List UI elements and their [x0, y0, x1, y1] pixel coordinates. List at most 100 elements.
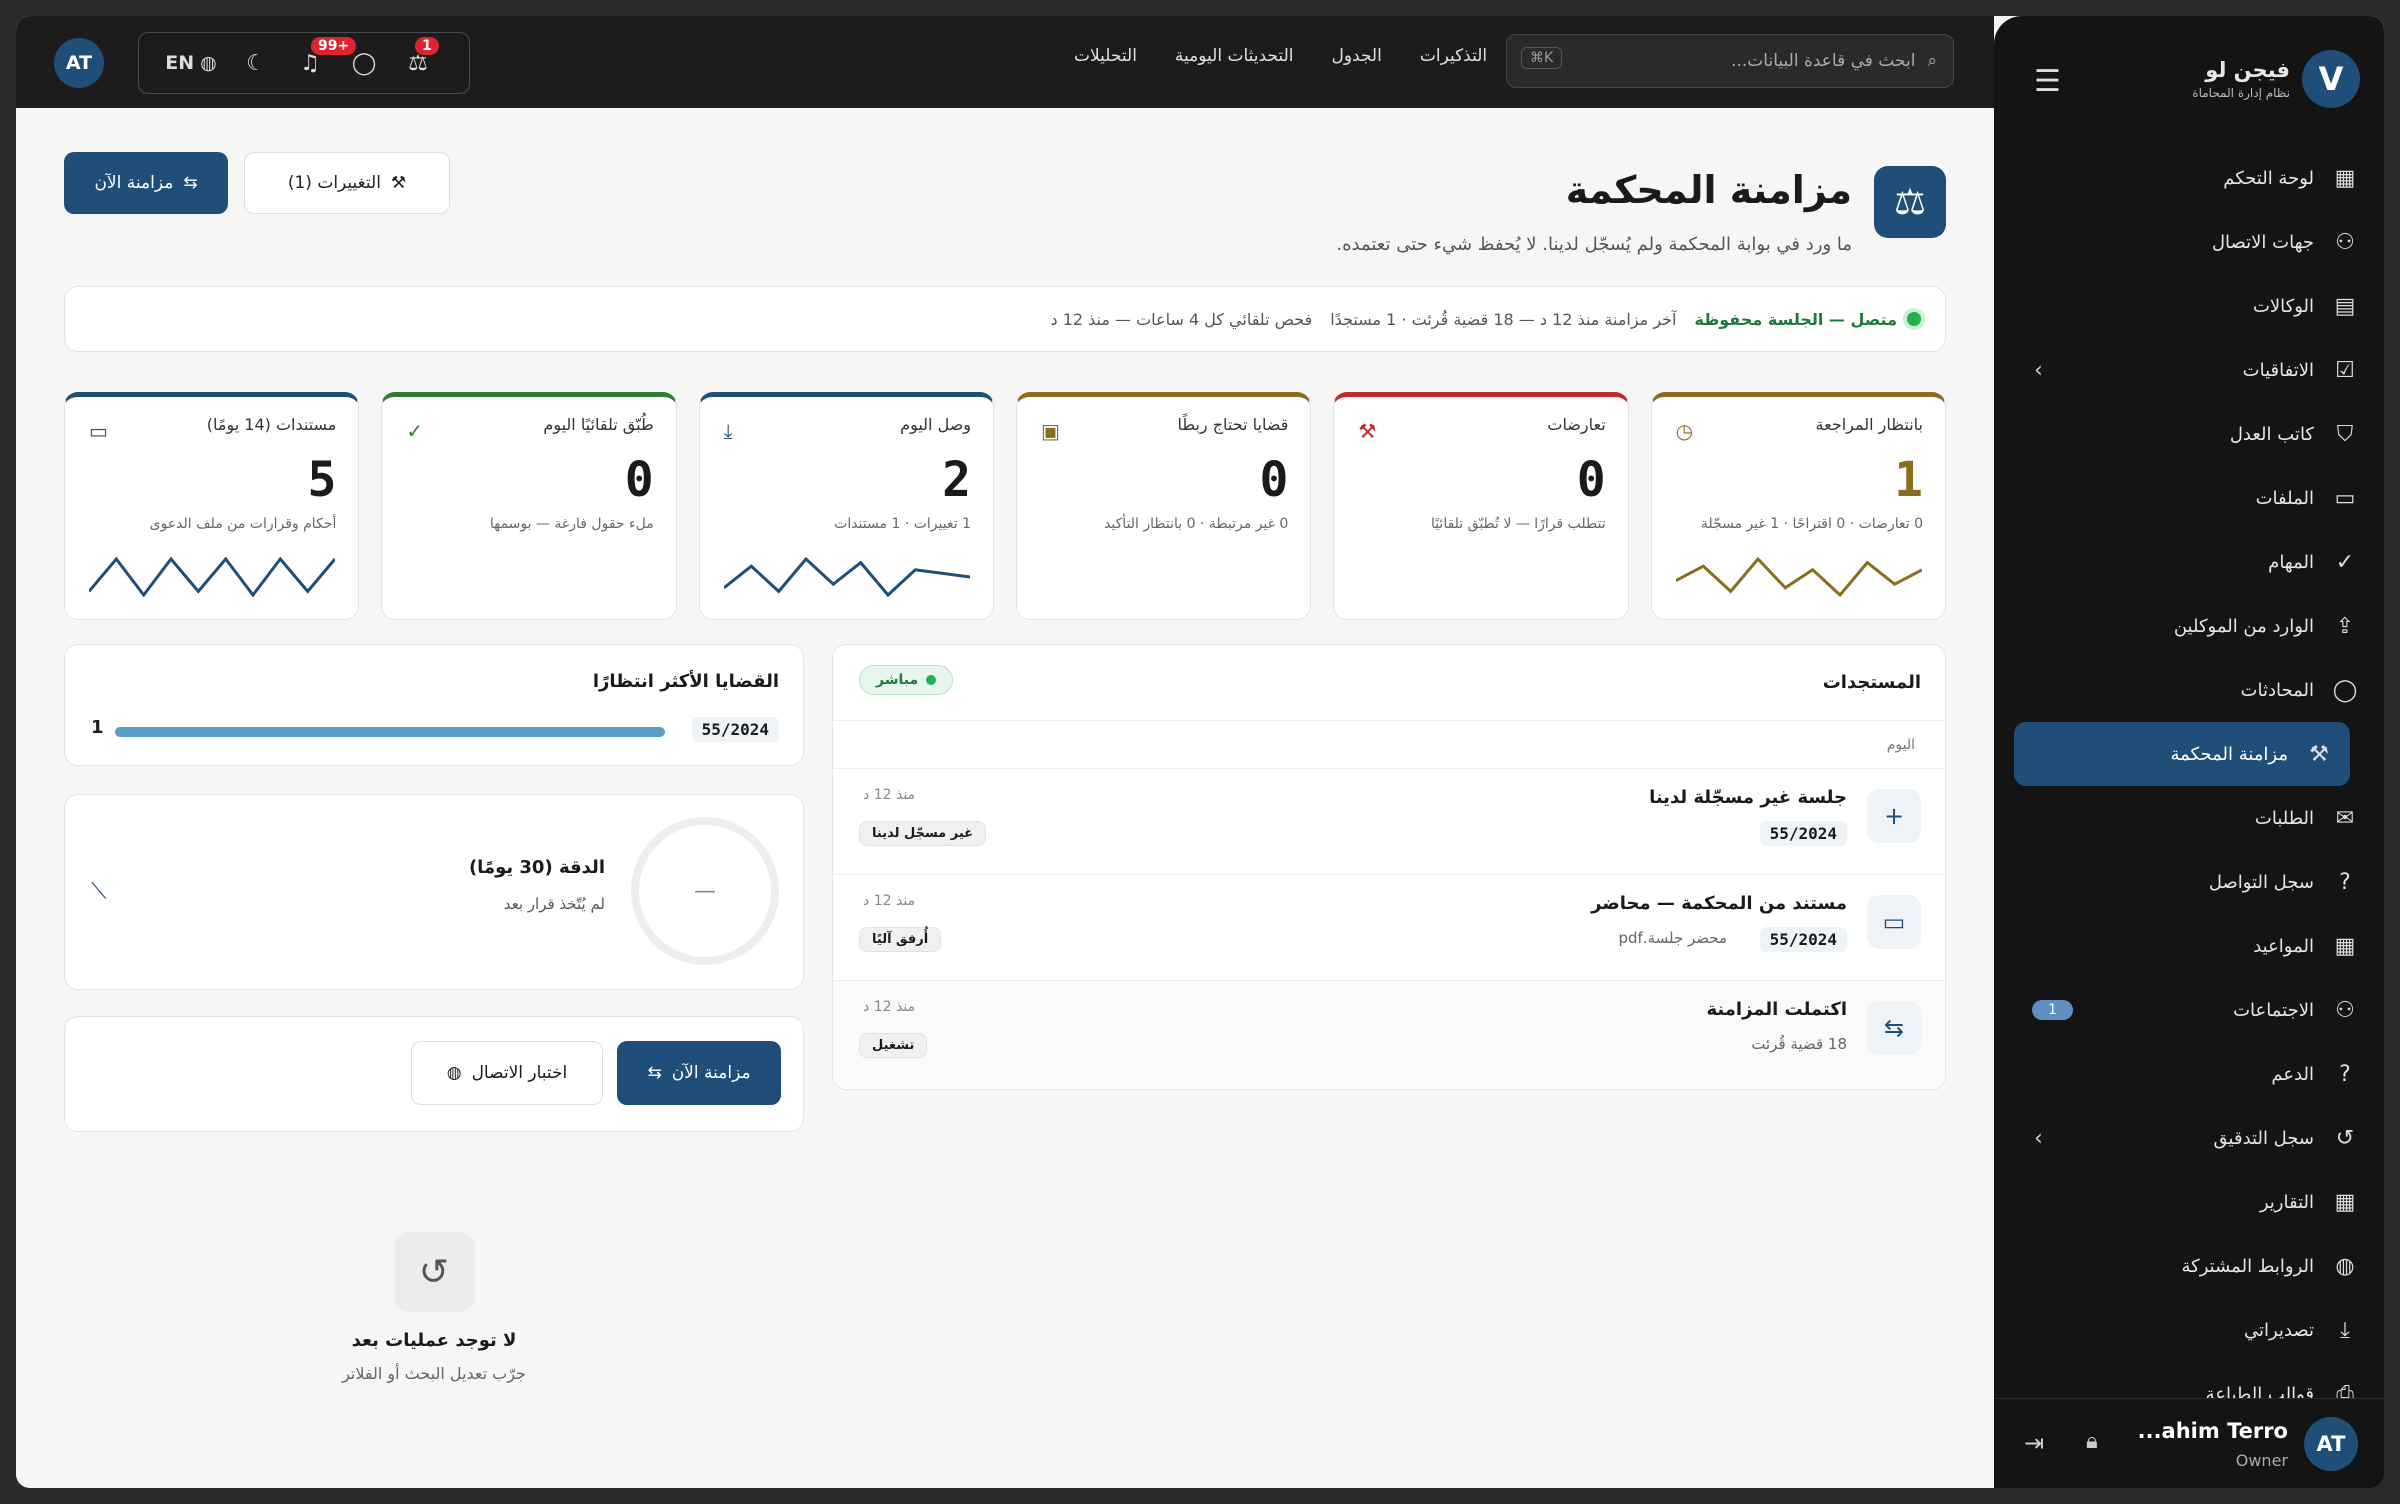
nav-analytics[interactable]: التحليلات: [1074, 46, 1137, 66]
lock-icon[interactable]: 🔒︎: [2086, 1429, 2098, 1454]
sidebar-item[interactable]: الدعم?: [1994, 1042, 2384, 1106]
auto-check-text: فحص تلقائي كل 4 ساعات — منذ 12 د: [1050, 309, 1313, 329]
sidebar-item[interactable]: المحادثات ◯: [1994, 658, 2384, 722]
feed-item[interactable]: ▭ مستند من المحكمة — محاضر منذ 12 د أُرفق آ…: [833, 875, 1945, 981]
case-number[interactable]: 55/2024: [691, 717, 779, 742]
sidebar-item-label: الوارد من الموكلين: [2173, 615, 2314, 637]
sidebar-item[interactable]: الاتفاقيات ☑ ‹: [1994, 338, 2384, 402]
stat-card[interactable]: مستندات (14 يومًا) ▭ 5 أحكام وقرارات من ملف…: [64, 392, 360, 620]
sidebar-item[interactable]: الوكالات ▤: [1994, 274, 2384, 338]
sync-now-button-secondary[interactable]: مزامنة الآن ⇆: [617, 1041, 781, 1105]
calendar-icon: ▦: [2334, 933, 2356, 959]
briefcase-icon: ▣: [1041, 419, 1060, 443]
app-window: AT EN ◍ ☾ ♫ 99+ ◯ ⚖ 1 التذكيرات الجدول التح…: [16, 16, 2384, 1488]
sidebar-item[interactable]: التقارير ▦: [1994, 1170, 2384, 1234]
sync-now-label: مزامنة الآن: [94, 173, 174, 193]
sidebar-item[interactable]: الاجتماعات ⚇ 1: [1994, 978, 2384, 1042]
avatar[interactable]: AT: [54, 38, 104, 88]
user-panel: ⇥ 🔒︎ ...ahim Terro Owner AT: [1994, 1398, 2384, 1488]
notifications-button[interactable]: ♫ 99+: [283, 37, 357, 83]
folder-icon: ▭: [2334, 485, 2356, 511]
logo: V: [2302, 50, 2360, 108]
sidebar-item[interactable]: مزامنة المحكمة ⚒: [2014, 722, 2350, 786]
clock-icon: ◷: [1675, 419, 1694, 443]
stats-row: بانتظار المراجعة ◷ 1 0 تعارضات · 0 اقتراحًا…: [64, 392, 1946, 620]
sidebar-item[interactable]: سجل التدقيق ↺ ‹: [1994, 1106, 2384, 1170]
top-nav: التذكيرات الجدول التحديثات اليومية التحل…: [1074, 46, 1487, 66]
stat-card[interactable]: وصل اليوم ⤓ 2 1 تغييرات · 1 مستندات: [698, 392, 995, 620]
feed-item[interactable]: ⇆ اكتملت المزامنة منذ 12 د تشغيل 18 قضية قُر…: [833, 981, 1945, 1087]
stat-card[interactable]: بانتظار المراجعة ◷ 1 0 تعارضات · 0 اقتراحًا…: [1650, 392, 1946, 620]
sidebar-item[interactable]: المهام ✓: [1994, 530, 2384, 594]
nav-daily-updates[interactable]: التحديثات اليومية: [1174, 46, 1294, 66]
sidebar-item[interactable]: الملفات ▭: [1994, 466, 2384, 530]
sidebar-item-label: الوكالات: [2252, 295, 2314, 317]
stat-card[interactable]: طُبّق تلقائيًا اليوم ✓ 0 ملء حقول فارغة — ب…: [381, 392, 677, 620]
user-role: Owner: [2235, 1451, 2288, 1470]
actions-panel: مزامنة الآن ⇆ اختبار الاتصال ◍: [64, 1016, 804, 1132]
brand-subtitle: نظام إدارة المحاماة: [2192, 86, 2290, 100]
sidebar-item[interactable]: جهات الاتصال ⚇: [1994, 210, 2384, 274]
pending-bar: [115, 727, 665, 737]
nav-reminders[interactable]: التذكيرات: [1419, 46, 1488, 66]
sparkline: [723, 557, 970, 597]
sidebar-item[interactable]: كاتب العدل ⛉: [1994, 402, 2384, 466]
sidebar-item[interactable]: المواعيد ▦: [1994, 914, 2384, 978]
sidebar-item[interactable]: الروابط المشتركة ◍: [1994, 1234, 2384, 1298]
sidebar-item-label: سجل التدقيق: [2213, 1127, 2314, 1149]
sidebar-item-label: الطلبات: [2254, 807, 2314, 829]
notification-badge: 99+: [311, 37, 357, 55]
shortcut-hint: K⌘: [1521, 47, 1563, 69]
folder-icon: ▭: [1867, 895, 1921, 949]
user-avatar[interactable]: AT: [2304, 1417, 2358, 1471]
sidebar-item[interactable]: لوحة التحكم ▦: [1994, 146, 2384, 210]
language-button[interactable]: EN ◍: [153, 43, 229, 83]
sidebar-nav: لوحة التحكم ▦ جهات الاتصال ⚇ الوكالات ▤ الاتفا…: [1994, 146, 2384, 1426]
messages-button[interactable]: ◯: [337, 43, 391, 83]
feed-title: المستجدات: [1822, 672, 1921, 693]
sidebar-item-label: الاتفاقيات: [2242, 359, 2314, 381]
history-icon: ↺: [2335, 1125, 2355, 1151]
feed-item-tag: تشغيل: [859, 1033, 928, 1058]
chevron-left-icon[interactable]: ‹: [2034, 1125, 2043, 1151]
sidebar-item-label: الملفات: [2255, 487, 2314, 509]
stat-value: 5: [307, 452, 337, 508]
feed-item[interactable]: + جلسة غير مسجّلة لدينا منذ 12 د غير مسجّل …: [833, 769, 1945, 875]
download-icon: ⤓: [2340, 1317, 2350, 1343]
logout-icon[interactable]: ⇥: [2024, 1429, 2045, 1457]
live-label: مباشر: [876, 672, 919, 688]
globe-icon: ◍: [2335, 1253, 2355, 1279]
moon-icon: ☾: [246, 50, 266, 76]
sidebar-item[interactable]: الطلبات ✉: [1994, 786, 2384, 850]
sidebar-item-label: المهام: [2268, 551, 2314, 573]
chevron-left-icon[interactable]: ‹: [2034, 357, 2043, 383]
last-sync-text: آخر مزامنة منذ 12 د — 18 قضية قُرئت · 1 …: [1330, 309, 1677, 329]
stat-card[interactable]: تعارضات ⚒ 0 تتطلب قرارًا — لا تُطبّق تلقائي…: [1333, 392, 1629, 620]
check-icon: ✓: [406, 419, 424, 443]
dark-mode-button[interactable]: ☾: [229, 43, 283, 83]
sidebar: ☰ V فيجن لو نظام إدارة المحاماة لوحة الت…: [1994, 16, 2384, 1488]
chart-icon[interactable]: ⟋: [91, 879, 107, 904]
sync-now-button[interactable]: مزامنة الآن ⇆: [64, 152, 228, 214]
day-divider: اليوم: [833, 721, 1945, 769]
stat-card[interactable]: قضايا تحتاج ربطًا ▣ 0 0 غير مرتبطة · 0 بانت…: [1016, 392, 1312, 620]
test-connection-button[interactable]: اختبار الاتصال ◍: [411, 1041, 603, 1105]
sidebar-item[interactable]: سجل التواصل?: [1994, 850, 2384, 914]
court-sync-button[interactable]: ⚖ 1: [391, 37, 445, 83]
feed-item-time: منذ 12 د: [863, 999, 916, 1015]
hamburger-icon[interactable]: ☰: [2034, 64, 2061, 99]
accuracy-ring: —: [631, 817, 779, 965]
changes-button[interactable]: التغييرات (1) ⚒: [244, 152, 450, 214]
search-input[interactable]: ⌕ ابحث في قاعدة البيانات... K⌘: [1506, 34, 1954, 88]
sidebar-item[interactable]: الوارد من الموكلين ⇪: [1994, 594, 2384, 658]
stat-value: 0: [1259, 452, 1289, 508]
nav-schedule[interactable]: الجدول: [1331, 46, 1382, 66]
case-number[interactable]: 55/2024: [1759, 927, 1847, 952]
changes-label: التغييرات (1): [287, 173, 381, 193]
sidebar-item[interactable]: تصديراتي ⤓: [1994, 1298, 2384, 1362]
case-number[interactable]: 55/2024: [1759, 821, 1847, 846]
scale-icon: ⚖: [408, 50, 428, 76]
stat-sub: 1 تغييرات · 1 مستندات: [834, 516, 972, 532]
search-placeholder: ابحث في قاعدة البيانات...: [1731, 51, 1916, 71]
mail-icon: ✉: [2335, 805, 2355, 831]
